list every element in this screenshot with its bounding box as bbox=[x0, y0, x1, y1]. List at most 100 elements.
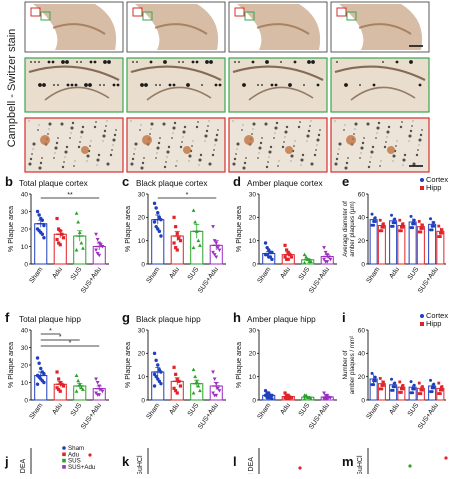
speckle bbox=[93, 125, 97, 129]
data-point bbox=[372, 223, 376, 227]
data-point bbox=[212, 253, 217, 257]
speckle bbox=[294, 140, 296, 142]
plaque-dot bbox=[89, 60, 93, 64]
amber-plaque bbox=[346, 135, 356, 145]
data-point bbox=[159, 217, 163, 222]
speckle bbox=[261, 137, 263, 139]
speckle bbox=[366, 122, 370, 126]
speckle bbox=[383, 145, 387, 149]
speckle bbox=[70, 126, 74, 130]
data-point bbox=[444, 456, 448, 460]
data-point bbox=[401, 387, 405, 391]
legend-label: Cortex bbox=[426, 175, 448, 184]
plaque-dot bbox=[88, 83, 92, 87]
data-point bbox=[159, 370, 163, 374]
speckle bbox=[166, 156, 168, 158]
data-point bbox=[191, 208, 196, 212]
speckle bbox=[402, 164, 404, 166]
data-point bbox=[419, 388, 423, 392]
data-point bbox=[432, 224, 436, 228]
speckle bbox=[307, 129, 311, 133]
speckle bbox=[252, 128, 254, 130]
data-point bbox=[419, 230, 423, 234]
x-tick-label: Sham bbox=[28, 266, 44, 285]
hippocampus-outline bbox=[358, 23, 412, 35]
legend-marker bbox=[62, 446, 66, 450]
data-point bbox=[76, 378, 81, 383]
data-point bbox=[270, 250, 274, 255]
speckle bbox=[343, 129, 345, 131]
data-point bbox=[421, 223, 424, 227]
plaque-dot bbox=[61, 60, 65, 64]
plaque-dot bbox=[140, 83, 144, 87]
speckle bbox=[182, 130, 186, 134]
speckle bbox=[338, 142, 342, 146]
data-point bbox=[372, 383, 376, 387]
speckle bbox=[38, 124, 40, 126]
speckle bbox=[409, 129, 413, 133]
legend-label: Sham bbox=[68, 445, 84, 452]
data-point bbox=[378, 218, 382, 222]
x-tick-label: Adu bbox=[388, 402, 401, 416]
plaque-dot bbox=[265, 60, 269, 64]
speckle bbox=[181, 141, 183, 143]
plaque-dot bbox=[288, 83, 292, 87]
hippocampus-outline bbox=[256, 23, 310, 35]
speckle bbox=[183, 125, 187, 129]
panel-title: Total plaque cortex bbox=[19, 179, 88, 188]
data-point bbox=[398, 218, 402, 222]
legend-label: SUS+Adu bbox=[68, 464, 96, 471]
data-point bbox=[35, 356, 40, 360]
panel-letter: c bbox=[122, 174, 129, 189]
brain-section-tissue bbox=[135, 4, 219, 50]
speckle bbox=[172, 132, 174, 134]
panel-title: Black plaque cortex bbox=[136, 179, 207, 188]
data-point bbox=[437, 381, 441, 385]
y-axis-label: % Plaque area bbox=[8, 342, 15, 388]
data-point bbox=[95, 381, 100, 385]
legend-label: Hipp bbox=[426, 183, 441, 192]
data-point bbox=[382, 384, 385, 387]
data-point bbox=[196, 238, 201, 243]
data-point bbox=[437, 392, 441, 395]
data-point bbox=[191, 245, 196, 250]
speckle bbox=[157, 141, 161, 145]
amber-plaque bbox=[285, 146, 293, 154]
bottom-panel-k: k GuHCl bbox=[122, 448, 149, 477]
y-tick-label: 0 bbox=[141, 261, 145, 268]
data-point bbox=[289, 255, 294, 259]
plaque-dot bbox=[66, 83, 70, 87]
plaque-dot bbox=[112, 83, 116, 87]
data-point bbox=[309, 259, 313, 264]
speckle bbox=[37, 129, 39, 131]
plaque-dot bbox=[214, 83, 218, 87]
speckle bbox=[290, 160, 292, 162]
speckle bbox=[344, 166, 348, 170]
speckle bbox=[39, 161, 43, 165]
y-label-line: amber plaques / mm² bbox=[349, 336, 356, 394]
data-point bbox=[417, 392, 421, 395]
data-point bbox=[393, 217, 397, 221]
data-point bbox=[58, 380, 62, 385]
speckle bbox=[61, 165, 65, 169]
speckle bbox=[134, 142, 138, 146]
plaque-dot bbox=[372, 83, 376, 87]
speckle bbox=[300, 158, 304, 162]
plaque-dot bbox=[80, 61, 82, 63]
speckle bbox=[103, 129, 107, 133]
speckle bbox=[376, 126, 380, 130]
amber-plaque bbox=[183, 146, 191, 154]
speckle bbox=[208, 162, 212, 166]
y-tick-label: 0 bbox=[252, 261, 256, 268]
speckle bbox=[64, 150, 68, 154]
speckle bbox=[81, 125, 85, 129]
data-point bbox=[399, 391, 403, 394]
data-point bbox=[74, 248, 79, 252]
data-point bbox=[215, 386, 220, 391]
data-point bbox=[37, 213, 41, 217]
plaque-dot bbox=[293, 60, 297, 64]
data-point bbox=[432, 382, 436, 386]
speckle bbox=[278, 160, 280, 162]
speckle bbox=[204, 140, 206, 142]
speckle bbox=[361, 141, 365, 145]
